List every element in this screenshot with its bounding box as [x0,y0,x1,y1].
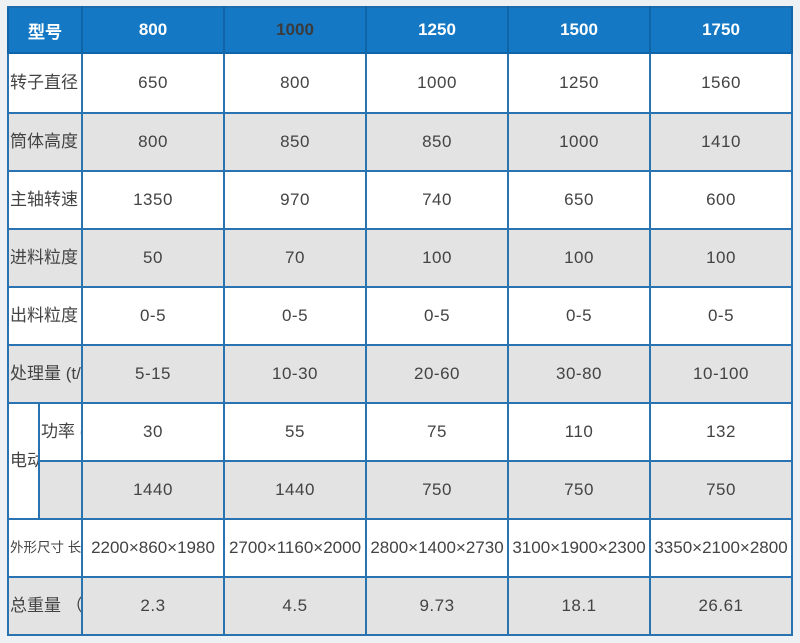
cell: 10-100 [649,344,793,404]
row-overall-dimensions: 外形尺寸 长×宽×高 （mm） 2200×860×1980 2700×1160×… [7,518,793,578]
cell: 2.3 [81,576,225,636]
row-label: 出料粒度 (mm) [7,286,83,346]
cell: 1440 [81,460,225,520]
cell: 3100×1900×2300 [507,518,651,578]
cell: 75 [365,402,509,462]
row-total-weight: 总重量 （t） 2.3 4.5 9.73 18.1 26.61 [7,576,793,636]
cell: 30 [81,402,225,462]
cell: 3350×2100×2800 [649,518,793,578]
row-label: 外形尺寸 长×宽×高 （mm） [7,518,83,578]
column-header-800: 800 [81,6,225,54]
cell: 0-5 [649,286,793,346]
row-capacity: 处理量 (t/h) 5-15 10-30 20-60 30-80 10-100 [7,344,793,404]
cell: 9.73 [365,576,509,636]
cell: 55 [223,402,367,462]
cell: 650 [81,52,225,114]
cell: 100 [365,228,509,288]
row-label: 处理量 (t/h) [7,344,83,404]
column-header-1000: 1000 [223,6,367,54]
machine-spec-table: 型号 800 1000 1250 1500 1750 转子直径 (mm) 650… [7,6,793,636]
column-header-1250: 1250 [365,6,509,54]
row-label: 总重量 （t） [7,576,83,636]
row-label: 功率 (kw) [38,402,83,462]
cell: 10-30 [223,344,367,404]
row-label: 主轴转速 (r/min) [7,170,83,230]
cell: 5-15 [81,344,225,404]
cell: 110 [507,402,651,462]
row-discharge-size: 出料粒度 (mm) 0-5 0-5 0-5 0-5 0-5 [7,286,793,346]
cell: 0-5 [365,286,509,346]
cell: 1410 [649,112,793,172]
row-spindle-speed: 主轴转速 (r/min) 1350 970 740 650 600 [7,170,793,230]
cell: 30-80 [507,344,651,404]
cell: 600 [649,170,793,230]
row-cylinder-height: 筒体高度 (mm) 800 850 850 1000 1410 [7,112,793,172]
cell: 1250 [507,52,651,114]
cell: 26.61 [649,576,793,636]
row-label: 转子直径 (mm) [7,52,83,114]
row-motor-power: 电动机 功率 (kw) 30 55 75 110 132 [7,402,793,520]
cell: 2200×860×1980 [81,518,225,578]
column-header-1500: 1500 [507,6,651,54]
cell: 750 [365,460,509,520]
cell: 650 [507,170,651,230]
cell: 1350 [81,170,225,230]
cell: 970 [223,170,367,230]
cell: 20-60 [365,344,509,404]
row-feed-size: 进料粒度 (mm) 50 70 100 100 100 [7,228,793,288]
cell: 2700×1160×2000 [223,518,367,578]
cell: 850 [223,112,367,172]
cell: 1000 [507,112,651,172]
cell: 18.1 [507,576,651,636]
cell: 1440 [223,460,367,520]
header-row: 型号 800 1000 1250 1500 1750 [7,6,793,54]
cell: 0-5 [223,286,367,346]
cell: 50 [81,228,225,288]
row-label-empty [38,460,83,520]
cell: 0-5 [507,286,651,346]
column-header-1750: 1750 [649,6,793,54]
cell: 0-5 [81,286,225,346]
cell: 750 [649,460,793,520]
row-motor-speed: 1440 1440 750 750 750 [8,460,793,520]
cell: 4.5 [223,576,367,636]
motor-group-label: 电动机 [7,402,40,520]
cell: 70 [223,228,367,288]
cell: 750 [507,460,651,520]
row-label: 进料粒度 (mm) [7,228,83,288]
cell: 1000 [365,52,509,114]
cell: 800 [81,112,225,172]
header-model-label: 型号 [7,6,83,54]
row-label: 筒体高度 (mm) [7,112,83,172]
cell: 740 [365,170,509,230]
row-rotor-diameter: 转子直径 (mm) 650 800 1000 1250 1560 [7,52,793,114]
cell: 1560 [649,52,793,114]
cell: 100 [507,228,651,288]
cell: 850 [365,112,509,172]
cell: 132 [649,402,793,462]
cell: 100 [649,228,793,288]
cell: 800 [223,52,367,114]
cell: 2800×1400×2730 [365,518,509,578]
